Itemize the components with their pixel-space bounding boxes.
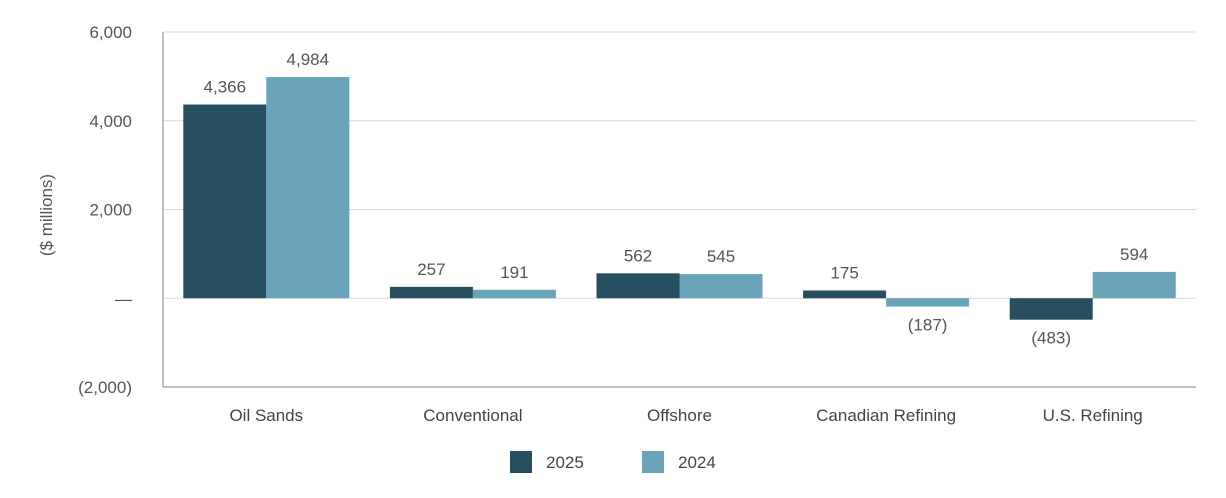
category-label: U.S. Refining: [1043, 406, 1143, 425]
y-axis-ticks: 6,000 4,000 2,000 — (2,000): [78, 23, 132, 397]
bar: [803, 290, 887, 299]
data-label: (483): [1031, 329, 1071, 348]
bar: [183, 104, 267, 299]
legend-label: 2024: [678, 453, 716, 472]
y-tick-label: 4,000: [89, 112, 132, 131]
bar: [389, 286, 473, 299]
bar: [472, 289, 556, 299]
data-label: 545: [707, 247, 735, 266]
bar: [1092, 271, 1176, 299]
bar: [596, 273, 680, 299]
y-tick-label: —: [115, 289, 132, 308]
data-label: 4,366: [204, 78, 247, 97]
y-tick-label: (2,000): [78, 378, 132, 397]
data-label: 4,984: [287, 50, 330, 69]
bar: [1009, 298, 1093, 320]
legend-label: 2025: [546, 453, 584, 472]
data-label: 191: [500, 263, 528, 282]
legend-swatch: [642, 451, 664, 473]
bar: [886, 298, 970, 307]
y-tick-label: 6,000: [89, 23, 132, 42]
data-labels: 4,366 4,984 257 191 562 545 175 (187) (483) 594: [204, 50, 1149, 348]
category-labels: Oil Sands Conventional Offshore Canadian Re…: [229, 406, 1142, 425]
data-label: 175: [830, 263, 858, 282]
bars: [183, 77, 1176, 320]
y-axis-label: ($ millions): [37, 174, 56, 256]
data-label: 562: [624, 246, 652, 265]
category-label: Oil Sands: [229, 406, 303, 425]
data-label: (187): [908, 316, 948, 335]
category-label: Canadian Refining: [816, 406, 956, 425]
data-label: 257: [417, 260, 445, 279]
legend: 2025 2024: [510, 451, 716, 473]
category-label: Conventional: [423, 406, 522, 425]
bar: [266, 77, 350, 299]
legend-swatch: [510, 451, 532, 473]
data-label: 594: [1120, 245, 1148, 264]
y-tick-label: 2,000: [89, 201, 132, 220]
category-label: Offshore: [647, 406, 712, 425]
bar: [679, 274, 763, 299]
